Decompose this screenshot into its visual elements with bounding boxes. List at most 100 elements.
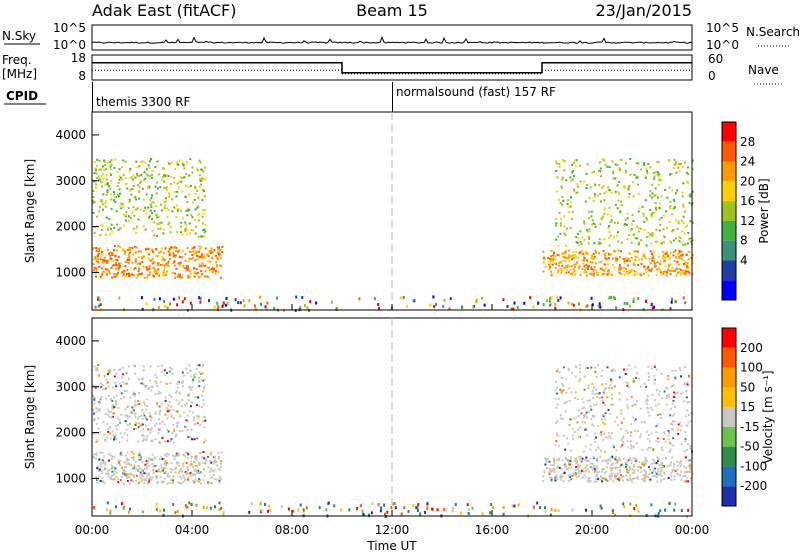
echo-cell-1-163 — [177, 402, 180, 405]
echo-cell-0-17 — [142, 265, 145, 268]
echo-cell-3-278 — [583, 375, 586, 378]
echo-cell-0-110 — [156, 470, 159, 473]
echo-cell-2-295 — [623, 259, 626, 261]
echo-cell-2-393 — [567, 461, 570, 464]
echo-cell-0-123 — [201, 461, 204, 464]
echo-cell-1-417 — [182, 164, 185, 167]
echo-cell-0-345 — [146, 466, 148, 469]
echo-cell-0-332 — [167, 475, 170, 478]
echo-cell-3-7 — [673, 420, 676, 423]
echo-cell-0-164 — [206, 275, 209, 278]
near-range-echo-54 — [181, 300, 184, 304]
near-range-echo-82 — [129, 507, 131, 511]
echo-cell-0-174 — [211, 267, 213, 270]
echo-cell-0-127 — [187, 476, 190, 479]
echo-cell-0-394 — [153, 267, 156, 270]
near-range-echo-107 — [454, 503, 457, 507]
echo-cell-1-282 — [94, 186, 97, 189]
echo-cell-2-152 — [579, 251, 582, 253]
echo-cell-2-419 — [634, 250, 637, 253]
echo-cell-2-374 — [548, 471, 551, 474]
near-range-echo-146 — [97, 296, 100, 300]
echo-cell-3-11 — [554, 397, 557, 400]
echo-cell-1-50 — [184, 196, 187, 198]
echo-cell-0-299 — [203, 474, 206, 477]
echo-cell-3-156 — [601, 399, 604, 402]
echo-cell-0-222 — [143, 472, 146, 475]
echo-cell-2-180 — [677, 253, 680, 255]
echo-cell-2-351 — [674, 249, 677, 252]
echo-cell-2-123 — [634, 477, 637, 480]
echo-cell-1-108 — [158, 413, 161, 416]
near-range-echo-89 — [571, 508, 574, 512]
near-range-echo-155 — [164, 304, 167, 308]
echo-cell-3-364 — [603, 388, 606, 391]
echo-cell-3-253 — [570, 391, 573, 394]
echo-cell-0-225 — [101, 476, 104, 479]
echo-cell-0-176 — [104, 268, 107, 271]
echo-cell-1-71 — [113, 375, 116, 378]
echo-cell-1-92 — [155, 235, 158, 238]
echo-cell-3-385 — [649, 440, 651, 443]
echo-cell-1-232 — [107, 413, 110, 416]
echo-cell-2-27 — [644, 456, 647, 459]
echo-cell-0-45 — [165, 273, 168, 276]
near-range-echo-53 — [567, 301, 570, 305]
echo-cell-1-27 — [188, 222, 191, 225]
echo-cell-3-74 — [660, 195, 663, 198]
echo-cell-2-360 — [568, 271, 570, 274]
near-range-echo-126 — [529, 296, 532, 300]
echo-cell-3-69 — [624, 223, 627, 225]
echo-cell-3-305 — [617, 231, 619, 234]
echo-cell-3-355 — [577, 237, 580, 240]
near-range-echo-121 — [159, 509, 162, 513]
echo-cell-3-352 — [688, 238, 691, 241]
echo-cell-1-129 — [161, 436, 164, 439]
echo-cell-3-116 — [648, 446, 650, 449]
echo-cell-2-47 — [596, 465, 599, 468]
echo-cell-0-185 — [179, 276, 182, 279]
echo-cell-2-110 — [672, 254, 675, 257]
near-range-echo-153 — [613, 296, 616, 300]
echo-cell-0-284 — [165, 262, 168, 265]
echo-cell-3-313 — [671, 230, 674, 233]
echo-cell-0-53 — [166, 482, 169, 485]
echo-cell-2-137 — [647, 475, 650, 478]
echo-cell-3-50 — [560, 417, 562, 420]
echo-cell-3-393 — [562, 434, 565, 437]
echo-cell-1-341 — [184, 228, 187, 231]
echo-cell-2-346 — [683, 262, 685, 265]
echo-cell-3-203 — [603, 192, 606, 195]
echo-cell-2-387 — [593, 266, 596, 269]
echo-cell-2-121 — [568, 264, 570, 267]
echo-cell-0-261 — [107, 469, 110, 472]
echo-cell-1-216 — [178, 391, 181, 394]
echo-cell-3-41 — [606, 213, 609, 216]
echo-cell-3-378 — [647, 365, 650, 368]
echo-cell-2-227 — [557, 457, 560, 460]
echo-cell-1-387 — [198, 364, 201, 367]
near-range-echo-85 — [218, 508, 221, 511]
echo-cell-1-359 — [98, 159, 101, 162]
echo-cell-3-101 — [587, 387, 590, 390]
echo-cell-3-375 — [603, 212, 605, 215]
echo-cell-1-226 — [168, 366, 171, 369]
echo-cell-0-204 — [172, 252, 175, 255]
echo-cell-1-415 — [114, 381, 117, 384]
near-range-echo-33 — [517, 503, 520, 507]
echo-cell-2-386 — [553, 464, 556, 467]
echo-cell-1-239 — [201, 168, 204, 171]
echo-cell-1-123 — [164, 440, 167, 443]
echo-cell-3-231 — [597, 169, 600, 172]
echo-cell-1-251 — [93, 161, 96, 164]
echo-cell-3-258 — [674, 392, 677, 395]
echo-cell-2-201 — [608, 253, 610, 256]
echo-cell-3-248 — [571, 371, 574, 374]
near-range-echo-62 — [202, 505, 205, 509]
echo-cell-2-388 — [615, 258, 618, 261]
echo-cell-1-76 — [92, 199, 94, 202]
echo-cell-1-363 — [124, 414, 127, 417]
echo-cell-0-400 — [211, 249, 214, 252]
echo-cell-1-300 — [125, 372, 128, 375]
echo-cell-0-326 — [139, 467, 142, 470]
